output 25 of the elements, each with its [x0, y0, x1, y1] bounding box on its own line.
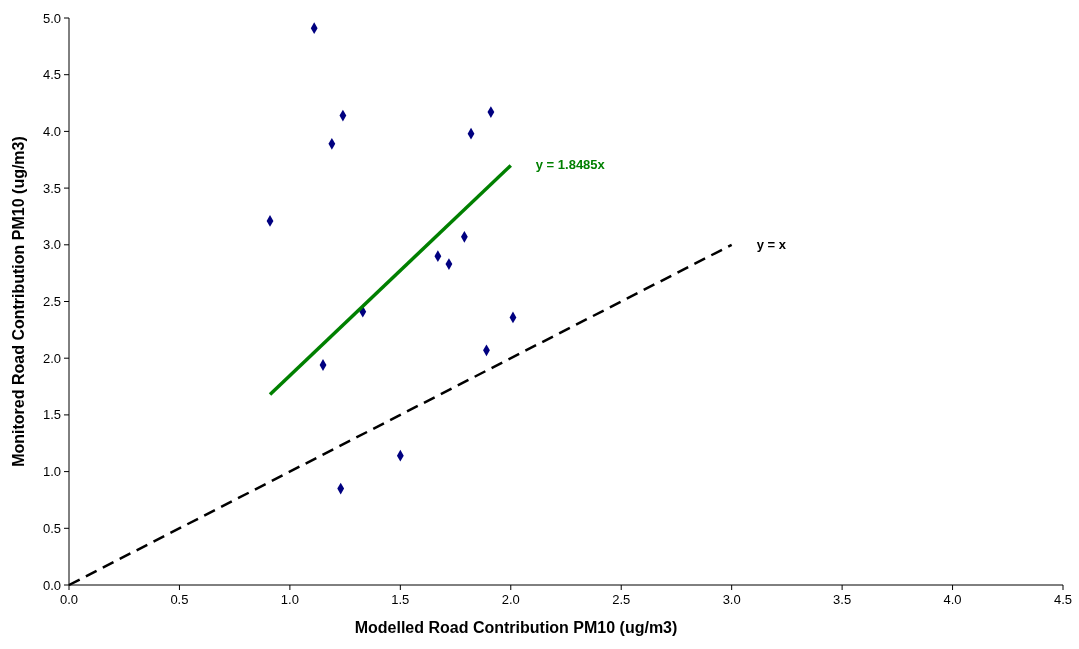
- x-tick-label: 0.0: [59, 592, 79, 607]
- y-tick-label: 4.0: [42, 123, 61, 139]
- x-tick-label: 1.5: [391, 592, 410, 607]
- x-tick-label: 2.5: [612, 592, 631, 607]
- y-tick-label: 2.0: [42, 350, 61, 366]
- x-tick-label: 3.5: [833, 592, 852, 607]
- y-tick-label: 0.0: [42, 577, 61, 593]
- y-tick-label: 1.5: [42, 407, 61, 423]
- y-tick-label: 2.5: [42, 294, 61, 309]
- x-axis-title: Modelled Road Contribution PM10 (ug/m3): [354, 619, 678, 636]
- y-tick-label: 3.5: [42, 180, 61, 196]
- y-axis-title: Monitored Road Contribution PM10 (ug/m3): [10, 136, 27, 467]
- y-tick-label: 5.0: [42, 10, 61, 26]
- y-tick-label: 4.5: [42, 67, 61, 83]
- x-tick-label: 2.0: [501, 592, 520, 607]
- y-tick-label: 1.0: [42, 464, 61, 480]
- x-tick-label: 3.0: [722, 592, 741, 607]
- annotation: y = 1.8485x: [535, 157, 606, 173]
- annotation: y = x: [756, 236, 787, 252]
- y-tick-label: 3.0: [42, 237, 61, 253]
- x-tick-label: 4.5: [1053, 592, 1073, 607]
- x-tick-label: 0.5: [170, 592, 189, 607]
- y-tick-label: 0.5: [42, 520, 61, 536]
- x-tick-label: 4.0: [943, 592, 962, 607]
- x-tick-label: 1.0: [280, 592, 299, 607]
